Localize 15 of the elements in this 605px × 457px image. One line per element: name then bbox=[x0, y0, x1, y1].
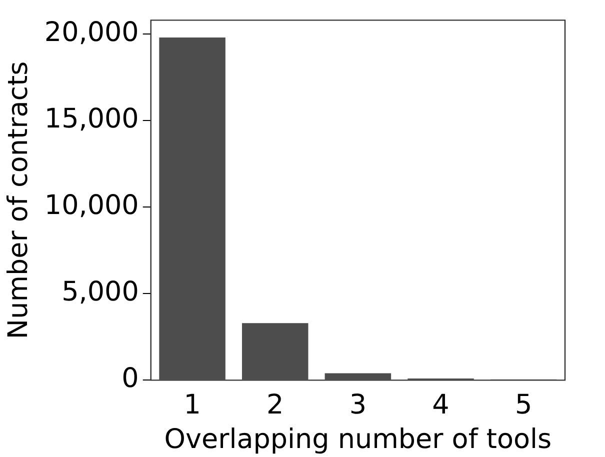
y-axis-title: Number of contracts bbox=[3, 61, 34, 340]
y-tick-label: 20,000 bbox=[44, 17, 139, 48]
y-tick-label: 0 bbox=[122, 363, 139, 394]
bar bbox=[324, 373, 392, 380]
x-tick-label: 3 bbox=[349, 389, 367, 420]
bar bbox=[159, 38, 226, 380]
y-tick-label: 10,000 bbox=[44, 190, 139, 222]
y-tick-label: 15,000 bbox=[44, 104, 139, 135]
y-tick-label: 5,000 bbox=[62, 276, 139, 308]
x-tick-label: 2 bbox=[266, 389, 284, 420]
x-axis-title: Overlapping number of tools bbox=[164, 424, 552, 455]
x-tick-label: 4 bbox=[432, 389, 450, 420]
x-tick-label: 1 bbox=[184, 389, 201, 420]
bar bbox=[242, 323, 308, 380]
x-tick-label: 5 bbox=[514, 389, 532, 420]
